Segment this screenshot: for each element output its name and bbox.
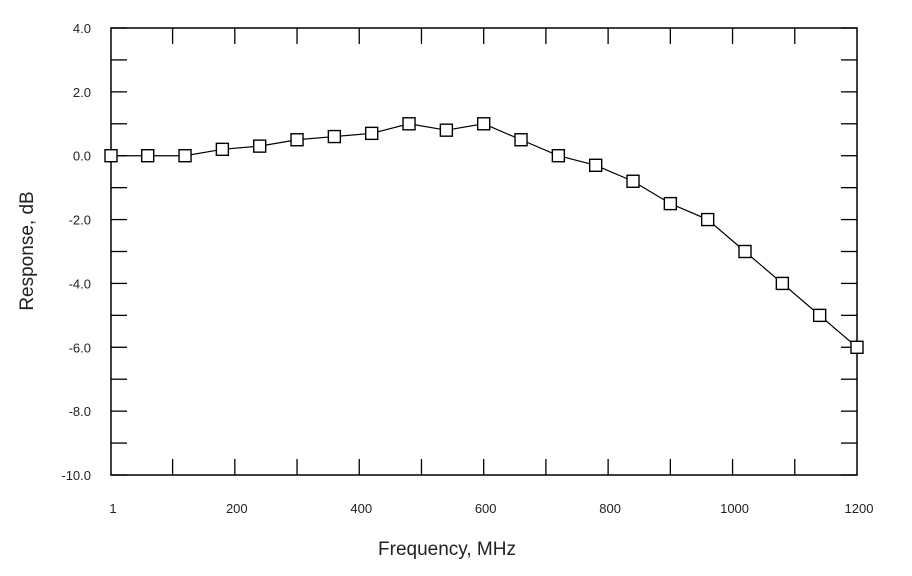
- x-tick-label: 1200: [845, 501, 874, 516]
- y-tick-label: -8.0: [69, 404, 91, 419]
- y-tick-label: 2.0: [73, 85, 91, 100]
- data-point-marker: [738, 244, 752, 259]
- x-tick-label: 1: [109, 501, 116, 516]
- data-point-marker: [588, 158, 603, 172]
- data-point-marker: [215, 142, 230, 157]
- y-tick-label: -4.0: [69, 276, 91, 291]
- data-point-marker: [290, 133, 304, 147]
- data-point-marker: [439, 123, 454, 137]
- data-point-marker: [551, 149, 566, 163]
- y-tick-label: -10.0: [61, 468, 91, 483]
- y-tick-label: 0.0: [73, 149, 91, 164]
- data-point-marker: [812, 308, 827, 323]
- data-point-marker: [476, 117, 491, 131]
- data-point-marker: [626, 174, 640, 188]
- x-tick-label: 1000: [720, 501, 749, 516]
- y-tick-label: 4.0: [73, 21, 91, 36]
- data-point-marker: [141, 149, 155, 163]
- x-tick-label: 400: [350, 501, 372, 516]
- x-tick-label: 600: [475, 501, 497, 516]
- data-point-marker: [775, 276, 790, 291]
- x-tick-label: 200: [226, 501, 248, 516]
- data-point-marker: [663, 196, 678, 211]
- data-point-marker: [104, 149, 118, 163]
- data-point-marker: [850, 340, 864, 354]
- data-point-marker: [514, 133, 528, 147]
- data-point-marker: [364, 126, 379, 141]
- data-point-marker: [178, 149, 192, 163]
- data-point-marker: [700, 212, 715, 227]
- series-line: [111, 123, 858, 348]
- data-point-marker: [402, 117, 416, 131]
- data-point-marker: [327, 129, 342, 144]
- data-point-marker: [253, 139, 267, 153]
- x-axis-label: Frequency, MHz: [378, 539, 516, 560]
- y-tick-label: -2.0: [69, 213, 91, 228]
- y-tick-label: -6.0: [69, 340, 91, 355]
- y-axis-label: Response, dB: [17, 191, 38, 310]
- x-tick-label: 800: [599, 501, 621, 516]
